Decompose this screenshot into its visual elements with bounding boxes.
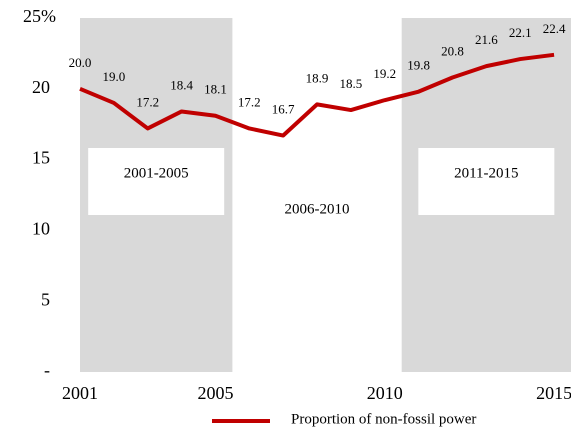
data-label: 18.1	[204, 82, 227, 97]
data-label: 21.6	[475, 32, 498, 47]
y-tick-label: 10	[32, 219, 50, 239]
data-label: 22.1	[509, 25, 532, 40]
data-label: 22.4	[543, 21, 566, 36]
series-line	[79, 52, 555, 138]
x-tick-label: 2015	[536, 383, 571, 403]
y-tick-label: 25%	[23, 6, 56, 26]
data-label: 20.0	[69, 55, 92, 70]
data-label: 17.2	[238, 94, 261, 109]
data-label: 19.8	[407, 58, 430, 73]
x-tick-label: 2005	[197, 383, 233, 403]
legend-label: Proportion of non-fossil power	[291, 411, 476, 427]
y-tick-label: -	[44, 360, 50, 380]
y-tick-label: 5	[41, 289, 50, 309]
data-label: 19.2	[373, 66, 396, 81]
data-label: 20.8	[441, 43, 464, 58]
data-label: 19.0	[102, 69, 125, 84]
y-tick-label: 15	[32, 148, 50, 168]
x-tick-label: 2010	[367, 383, 403, 403]
period-label: 2011-2015	[454, 165, 518, 181]
y-tick-label: 20	[32, 77, 50, 97]
data-label: 18.9	[306, 70, 329, 85]
period-label: 2006-2010	[285, 201, 350, 217]
data-label: 17.2	[136, 94, 159, 109]
data-label: 16.7	[272, 102, 295, 117]
x-tick-label: 2001	[62, 383, 98, 403]
data-label: 18.5	[340, 76, 363, 91]
period-label: 2001-2005	[124, 165, 189, 181]
data-label: 18.4	[170, 77, 193, 92]
period-box	[418, 148, 555, 215]
period-box	[88, 148, 225, 215]
